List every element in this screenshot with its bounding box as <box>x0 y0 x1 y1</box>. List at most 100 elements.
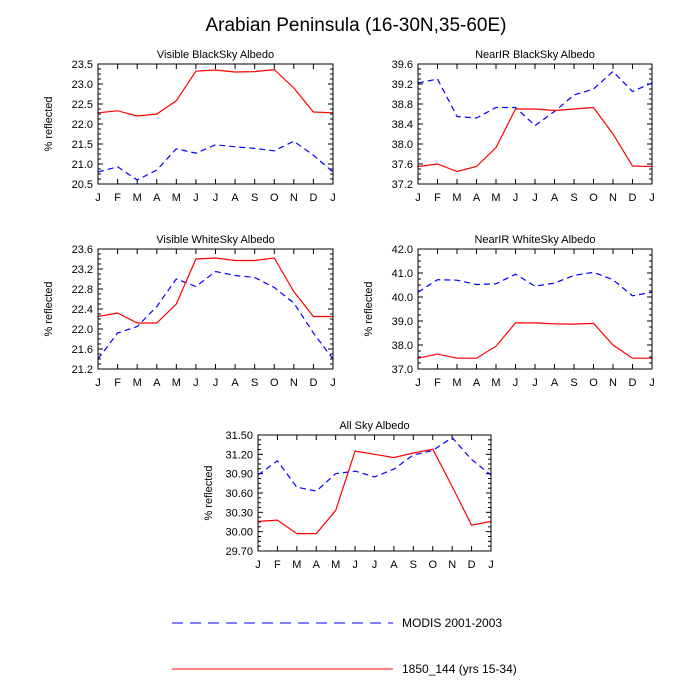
y-tick-label: 31.50 <box>225 430 253 442</box>
y-tick-label: 37.6 <box>392 159 413 171</box>
y-tick-label: 42.0 <box>392 244 413 256</box>
x-tick-label: J <box>95 377 101 389</box>
x-tick-label: N <box>609 192 617 204</box>
x-tick-label: O <box>270 192 279 204</box>
y-tick-label: 21.2 <box>72 364 93 376</box>
y-tick-label: 38.8 <box>392 99 413 111</box>
panel-title: Visible BlackSky Albedo <box>157 49 274 61</box>
x-tick-label: N <box>609 377 617 389</box>
x-tick-label: A <box>231 377 239 389</box>
x-tick-label: M <box>491 377 500 389</box>
x-tick-label: J <box>372 559 378 571</box>
series-line-model <box>258 448 491 535</box>
x-tick-label: M <box>292 559 301 571</box>
x-tick-label: M <box>172 192 181 204</box>
x-tick-label: J <box>513 192 519 204</box>
y-tick-label: 38.0 <box>392 139 413 151</box>
x-tick-label: D <box>309 377 317 389</box>
x-tick-label: M <box>172 377 181 389</box>
x-tick-label: A <box>551 377 559 389</box>
x-tick-label: D <box>629 192 637 204</box>
series-line-modis <box>418 70 652 127</box>
x-tick-label: S <box>570 377 577 389</box>
x-tick-label: D <box>309 192 317 204</box>
y-axis-label: % reflected <box>43 281 55 336</box>
y-tick-label: 37.2 <box>392 179 413 191</box>
x-tick-label: O <box>428 559 437 571</box>
legend-label-model: 1850_144 (yrs 15-34) <box>402 662 517 676</box>
x-tick-label: J <box>415 377 421 389</box>
x-tick-label: M <box>331 559 340 571</box>
series-line-model <box>418 106 652 173</box>
plot-frame <box>97 63 334 185</box>
y-axis-label: % reflected <box>203 465 215 520</box>
x-tick-label: S <box>570 192 577 204</box>
y-axis-label: % reflected <box>43 96 55 151</box>
y-tick-label: 40.0 <box>392 292 413 304</box>
x-tick-label: A <box>313 559 321 571</box>
plot-frame <box>417 63 653 185</box>
y-tick-label: 20.5 <box>72 179 93 191</box>
x-tick-label: J <box>513 377 519 389</box>
x-tick-label: S <box>410 559 417 571</box>
x-tick-label: O <box>589 192 598 204</box>
y-tick-label: 22.4 <box>72 304 93 316</box>
y-tick-label: 39.0 <box>392 316 413 328</box>
x-tick-label: J <box>488 559 494 571</box>
y-axis-label: % reflected <box>363 281 375 336</box>
x-tick-label: F <box>114 192 121 204</box>
panel-title: NearIR BlackSky Albedo <box>475 49 595 61</box>
y-tick-label: 38.4 <box>392 119 413 131</box>
x-tick-label: A <box>231 192 239 204</box>
x-tick-label: S <box>251 377 258 389</box>
y-tick-label: 22.5 <box>72 99 93 111</box>
y-tick-label: 22.0 <box>72 324 93 336</box>
x-tick-label: A <box>473 192 481 204</box>
x-tick-label: N <box>290 377 298 389</box>
x-tick-label: J <box>532 192 538 204</box>
panel-title: NearIR WhiteSky Albedo <box>474 234 595 246</box>
panel-title: Visible WhiteSky Albedo <box>156 234 274 246</box>
x-tick-label: A <box>551 192 559 204</box>
y-tick-label: 30.30 <box>225 507 253 519</box>
y-tick-label: 41.0 <box>392 268 413 280</box>
x-tick-label: J <box>352 559 358 571</box>
x-tick-label: F <box>434 377 441 389</box>
x-tick-label: J <box>649 192 655 204</box>
x-tick-label: M <box>452 192 461 204</box>
series-line-modis <box>418 271 652 297</box>
x-tick-label: A <box>473 377 481 389</box>
legend: MODIS 2001-2003 1850_144 (yrs 15-34) <box>172 616 517 676</box>
y-tick-label: 37.0 <box>392 364 413 376</box>
panel-title: All Sky Albedo <box>339 420 409 432</box>
x-tick-label: J <box>330 192 336 204</box>
figure-title: Arabian Peninsula (16-30N,35-60E) <box>205 15 506 36</box>
plot-frame <box>97 248 334 370</box>
x-tick-label: J <box>649 377 655 389</box>
x-tick-label: O <box>270 377 279 389</box>
x-tick-label: A <box>153 192 161 204</box>
series-line-modis <box>98 140 333 181</box>
y-tick-label: 21.6 <box>72 344 93 356</box>
y-tick-label: 23.0 <box>72 79 93 91</box>
x-tick-label: M <box>133 377 142 389</box>
y-tick-label: 30.00 <box>225 527 253 539</box>
y-tick-label: 39.2 <box>392 79 413 91</box>
x-tick-label: F <box>274 559 281 571</box>
y-tick-label: 22.8 <box>72 284 93 296</box>
y-tick-label: 30.90 <box>225 469 253 481</box>
x-tick-label: D <box>468 559 476 571</box>
x-tick-label: J <box>95 192 101 204</box>
x-tick-label: F <box>434 192 441 204</box>
y-tick-label: 23.6 <box>72 244 93 256</box>
y-tick-label: 21.5 <box>72 139 93 151</box>
y-tick-label: 23.5 <box>72 59 93 71</box>
x-tick-label: N <box>290 192 298 204</box>
